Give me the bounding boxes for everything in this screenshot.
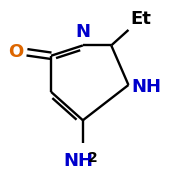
Text: NH: NH	[64, 152, 94, 170]
Text: O: O	[8, 43, 24, 61]
Text: 2: 2	[88, 151, 97, 165]
Text: N: N	[75, 23, 90, 41]
Text: Et: Et	[130, 10, 151, 28]
Text: NH: NH	[132, 78, 162, 96]
